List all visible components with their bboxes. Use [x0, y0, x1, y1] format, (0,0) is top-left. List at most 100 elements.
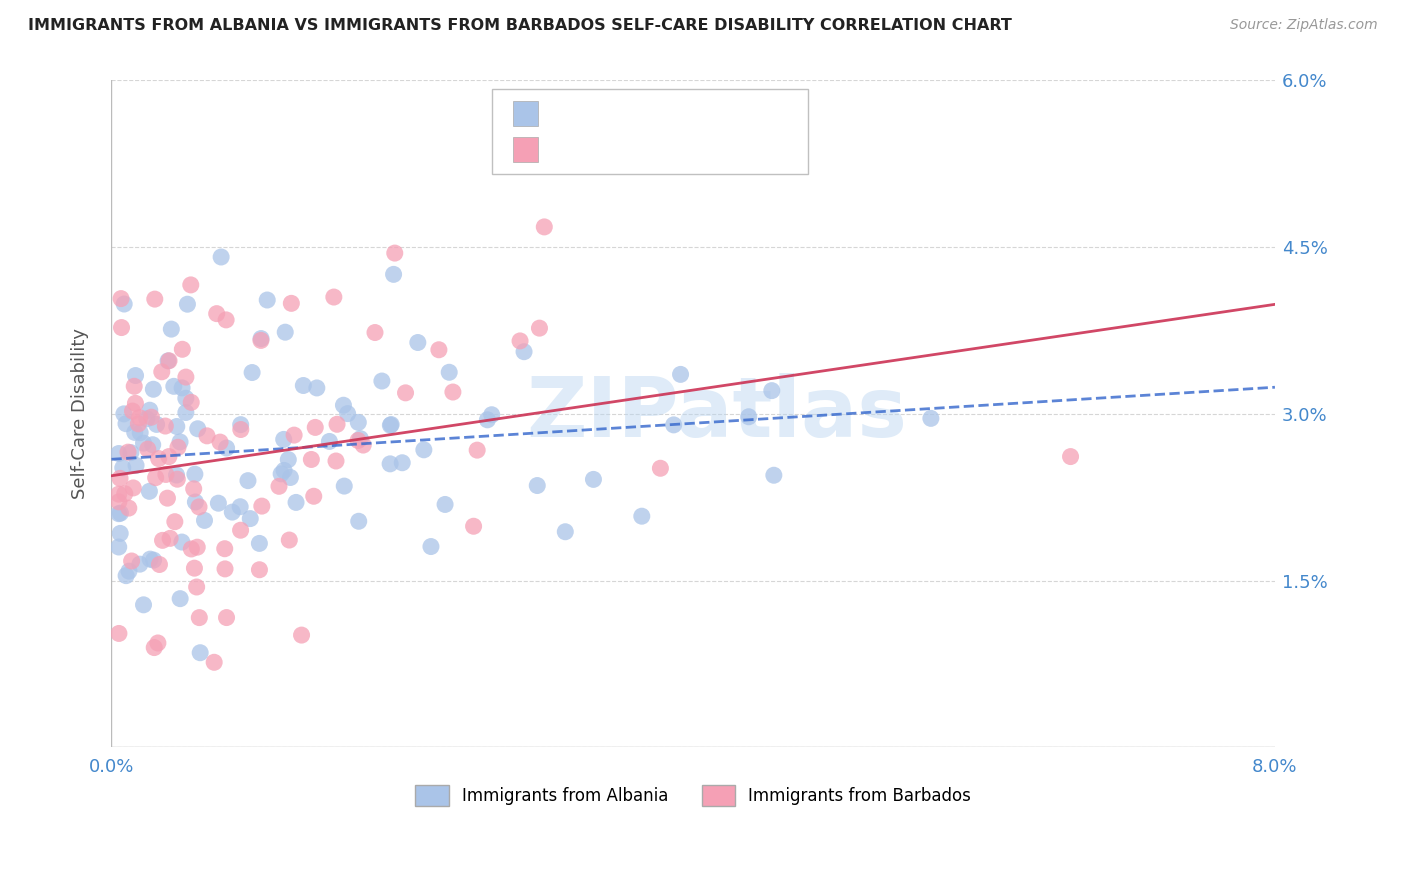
Point: [364, 326, 387, 340]
Point: [509, 334, 531, 348]
Point: [1059, 450, 1081, 464]
Point: [172, 343, 194, 357]
Point: [209, 250, 232, 264]
Text: IMMIGRANTS FROM ALBANIA VS IMMIGRANTS FROM BARBADOS SELF-CARE DISABILITY CORRELA: IMMIGRANTS FROM ALBANIA VS IMMIGRANTS FR…: [28, 18, 1012, 33]
Point: [513, 344, 536, 359]
Point: [304, 420, 326, 434]
Point: [434, 498, 457, 512]
Point: [132, 598, 155, 612]
Point: [207, 496, 229, 510]
Point: [174, 405, 197, 419]
Point: [209, 435, 232, 450]
Point: [738, 409, 761, 424]
Point: [352, 438, 374, 452]
Point: [256, 293, 278, 307]
Point: [662, 417, 685, 432]
Point: [318, 434, 340, 449]
Point: [382, 268, 405, 282]
Point: [277, 452, 299, 467]
Point: [188, 500, 211, 514]
Point: [285, 495, 308, 509]
Point: [180, 277, 202, 292]
Point: [186, 580, 208, 594]
Point: [280, 296, 302, 310]
Point: [107, 507, 129, 521]
Point: [292, 378, 315, 392]
Point: [170, 535, 193, 549]
Point: [115, 568, 138, 582]
Point: [229, 417, 252, 432]
Point: [215, 441, 238, 455]
Text: N =: N =: [665, 141, 702, 159]
Point: [378, 457, 401, 471]
Point: [139, 403, 162, 417]
Point: [302, 489, 325, 503]
Point: [143, 292, 166, 306]
Point: [270, 467, 292, 481]
Point: [129, 425, 152, 440]
Point: [371, 374, 394, 388]
Point: [172, 381, 194, 395]
Point: [333, 479, 356, 493]
Point: [124, 396, 146, 410]
Point: [180, 395, 202, 409]
Point: [463, 519, 485, 533]
Point: [347, 416, 370, 430]
Point: [141, 410, 163, 425]
Point: [669, 368, 692, 382]
Point: [215, 610, 238, 624]
Point: [112, 407, 135, 421]
Point: [120, 445, 142, 459]
Point: [136, 442, 159, 457]
Point: [305, 381, 328, 395]
Point: [108, 626, 131, 640]
Point: [155, 467, 177, 482]
Point: [239, 511, 262, 525]
Point: [128, 410, 150, 425]
Point: [477, 413, 499, 427]
Point: [118, 501, 141, 516]
Point: [142, 553, 165, 567]
Point: [221, 505, 243, 519]
Text: 0.050: 0.050: [595, 104, 651, 122]
Point: [157, 354, 180, 368]
Point: [156, 491, 179, 505]
Point: [174, 391, 197, 405]
Point: [529, 321, 551, 335]
Point: [167, 440, 190, 454]
Point: [229, 423, 252, 437]
Point: [169, 434, 191, 449]
Point: [349, 432, 371, 446]
Text: R =: R =: [548, 141, 585, 159]
Point: [195, 429, 218, 443]
Point: [406, 335, 429, 350]
Point: [214, 541, 236, 556]
Point: [250, 499, 273, 513]
Point: [132, 436, 155, 450]
Point: [273, 463, 295, 477]
Point: [347, 514, 370, 528]
Point: [128, 557, 150, 571]
Point: [180, 541, 202, 556]
Point: [107, 540, 129, 554]
Point: [394, 385, 416, 400]
Point: [437, 365, 460, 379]
Point: [183, 561, 205, 575]
Point: [427, 343, 450, 357]
Legend: Immigrants from Albania, Immigrants from Barbados: Immigrants from Albania, Immigrants from…: [409, 779, 977, 813]
Text: ZIPatlas: ZIPatlas: [526, 373, 907, 454]
Point: [202, 655, 225, 669]
Point: [762, 468, 785, 483]
Point: [412, 442, 434, 457]
Point: [159, 532, 181, 546]
Point: [441, 384, 464, 399]
Point: [267, 479, 290, 493]
Point: [290, 628, 312, 642]
Point: [176, 297, 198, 311]
Text: 96: 96: [707, 104, 733, 122]
Point: [122, 379, 145, 393]
Point: [163, 379, 186, 393]
Point: [650, 461, 672, 475]
Point: [166, 468, 188, 483]
Point: [163, 515, 186, 529]
